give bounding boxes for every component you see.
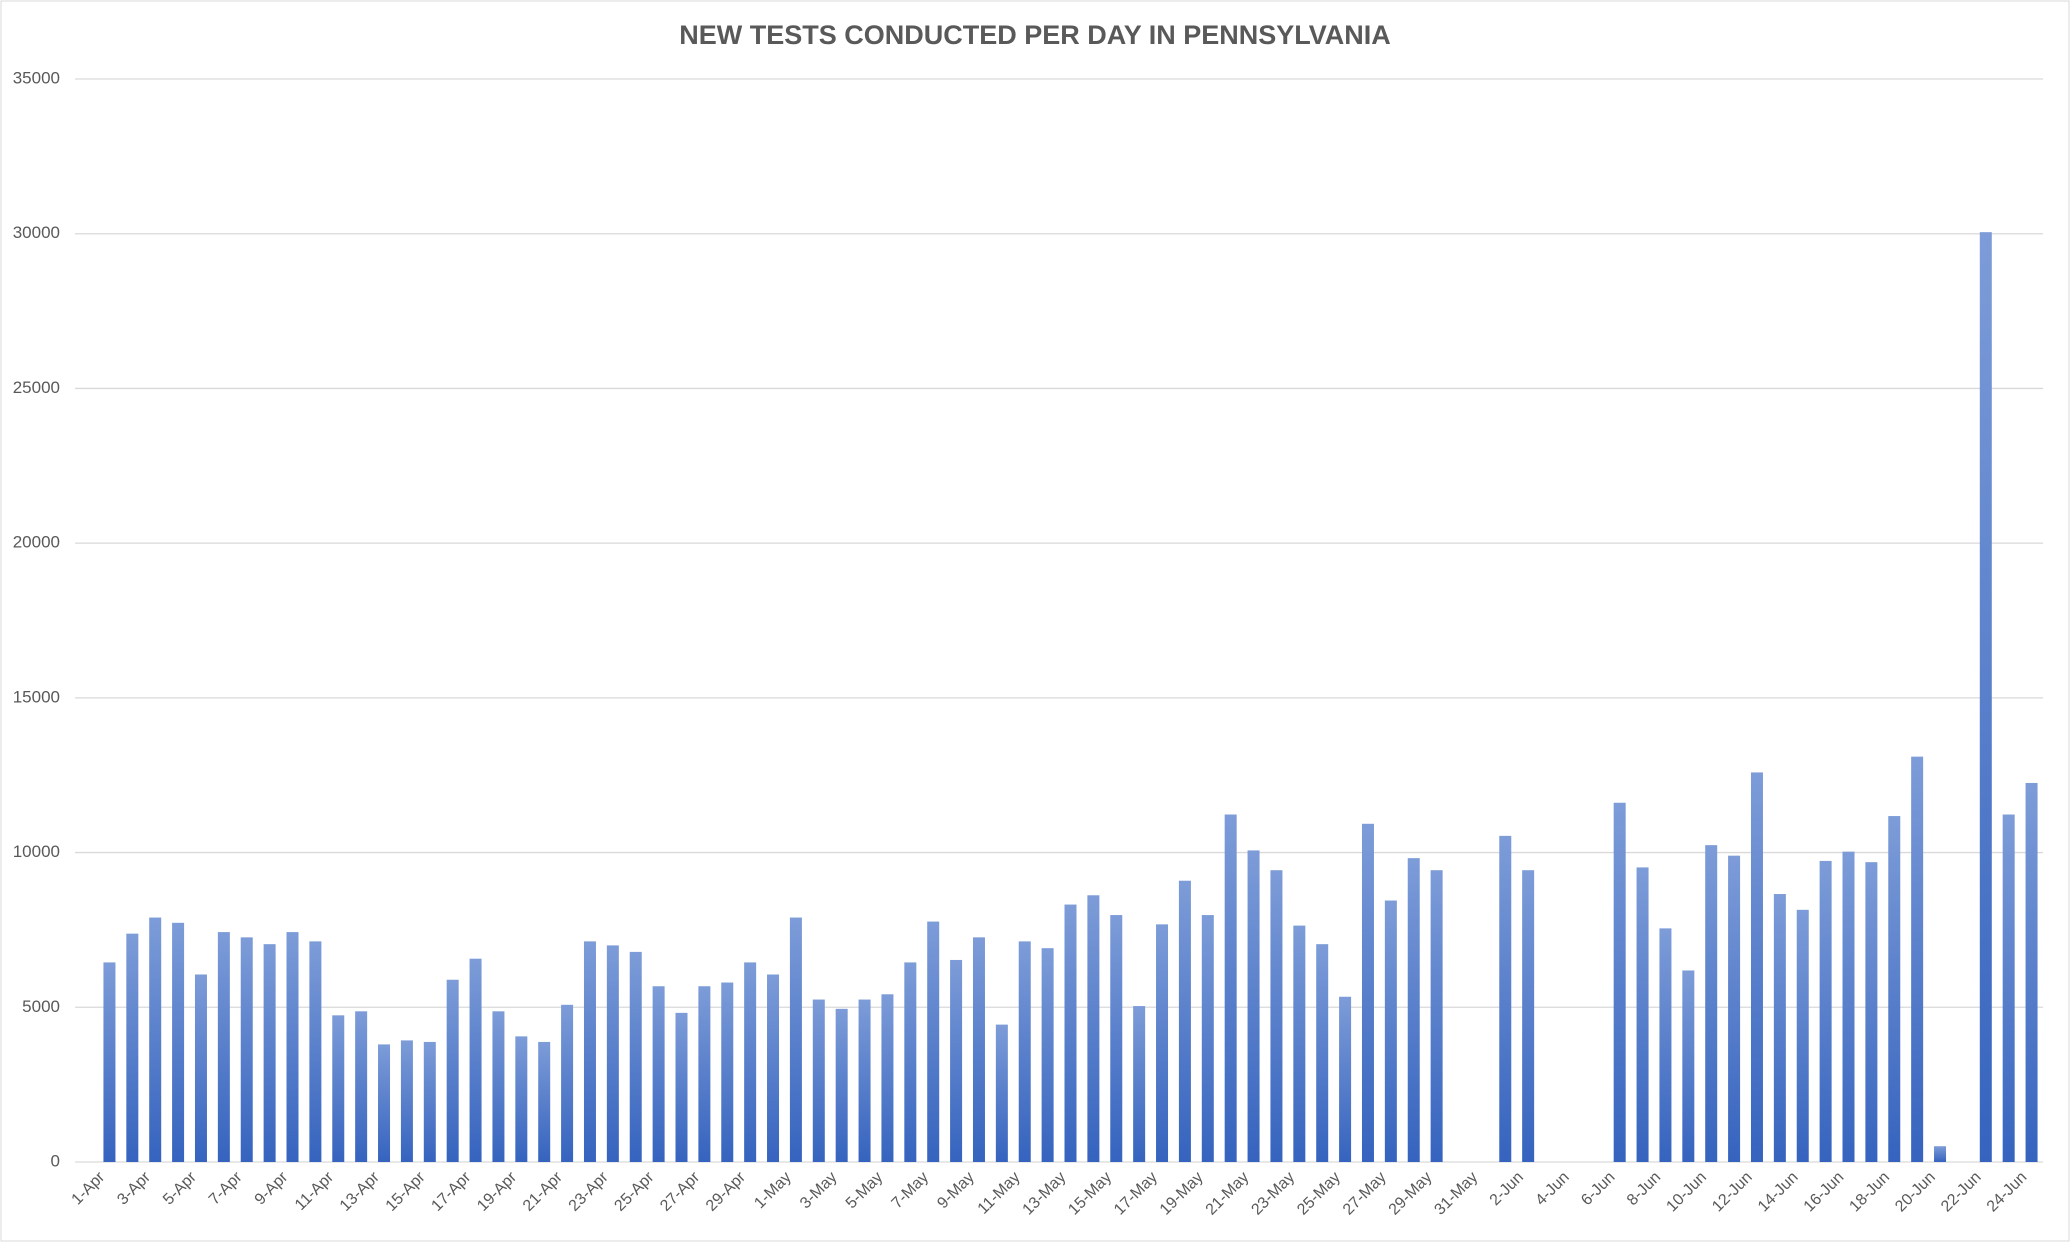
- bar: [698, 986, 711, 1162]
- bar: [332, 1015, 345, 1162]
- bar: [629, 951, 642, 1162]
- bar: [149, 917, 162, 1162]
- bar: [767, 974, 780, 1162]
- bar: [972, 937, 985, 1162]
- y-tick-label: 20000: [13, 533, 60, 552]
- bar: [835, 1008, 848, 1162]
- bar: [1499, 835, 1512, 1162]
- bar: [1773, 894, 1786, 1162]
- bar: [515, 1036, 528, 1162]
- bar: [1407, 858, 1420, 1162]
- bar: [904, 962, 917, 1162]
- bar: [378, 1044, 391, 1162]
- bar: [950, 959, 963, 1162]
- y-tick-label: 35000: [13, 68, 60, 87]
- bar: [1178, 880, 1191, 1162]
- bar: [1659, 928, 1672, 1162]
- bar: [1705, 845, 1718, 1162]
- bar: [217, 932, 230, 1162]
- bar: [1842, 851, 1855, 1162]
- bar: [652, 986, 665, 1162]
- bar: [492, 1011, 505, 1162]
- bar: [1522, 870, 1535, 1162]
- bar: [1979, 232, 1992, 1163]
- bar: [1156, 924, 1169, 1162]
- bar: [1636, 867, 1649, 1162]
- bar: [1361, 823, 1374, 1162]
- bar: [194, 974, 207, 1162]
- bar: [1934, 1146, 1947, 1162]
- bar: [995, 1024, 1008, 1162]
- bar: [606, 945, 619, 1162]
- bar: [538, 1041, 551, 1162]
- bar: [1201, 915, 1214, 1162]
- bar: [1911, 756, 1924, 1162]
- bar: [1224, 814, 1237, 1162]
- bar: [1750, 772, 1763, 1162]
- bar: [675, 1012, 688, 1162]
- bar: [2025, 782, 2038, 1162]
- bar: [812, 999, 825, 1162]
- bar: [286, 932, 299, 1162]
- bar: [1293, 925, 1306, 1162]
- bar: [172, 922, 185, 1162]
- bar: [1888, 816, 1901, 1162]
- bar: [583, 941, 596, 1162]
- y-tick-label: 5000: [22, 997, 60, 1016]
- bar: [1018, 941, 1031, 1162]
- chart-title: NEW TESTS CONDUCTED PER DAY IN PENNSYLVA…: [679, 20, 1391, 50]
- bar: [240, 937, 253, 1162]
- bar: [1064, 904, 1077, 1162]
- bar: [446, 979, 459, 1162]
- bar: [744, 962, 757, 1162]
- bar: [400, 1040, 413, 1162]
- bar: [1110, 915, 1123, 1162]
- bar: [789, 917, 802, 1162]
- bar: [1247, 850, 1260, 1162]
- bar: [1865, 862, 1878, 1162]
- bar: [1087, 895, 1100, 1162]
- bar: [1613, 802, 1626, 1162]
- bar: [1270, 870, 1283, 1162]
- bar: [1133, 1006, 1146, 1162]
- bar: [309, 941, 322, 1162]
- bar: [1384, 900, 1397, 1162]
- y-tick-label: 15000: [13, 687, 60, 706]
- bar: [1682, 970, 1695, 1162]
- bar: [1316, 944, 1329, 1162]
- bar: [721, 982, 734, 1162]
- bar: [1339, 996, 1352, 1162]
- bar: [263, 944, 276, 1162]
- bar: [881, 994, 894, 1162]
- y-tick-label: 25000: [13, 378, 60, 397]
- bar: [469, 958, 482, 1162]
- bar: [423, 1041, 436, 1162]
- bar: [858, 999, 871, 1162]
- bar: [2002, 814, 2015, 1162]
- bar: [1430, 870, 1443, 1162]
- bar: [561, 1004, 574, 1162]
- y-tick-label: 10000: [13, 842, 60, 861]
- y-tick-label: 30000: [13, 223, 60, 242]
- bar: [1041, 948, 1054, 1162]
- bar: [355, 1011, 368, 1162]
- bar: [103, 962, 116, 1162]
- bar: [1728, 855, 1741, 1162]
- bar: [1796, 909, 1809, 1162]
- bar: [927, 921, 940, 1162]
- bar: [126, 933, 139, 1162]
- y-tick-label: 0: [51, 1151, 60, 1170]
- bar: [1819, 860, 1832, 1162]
